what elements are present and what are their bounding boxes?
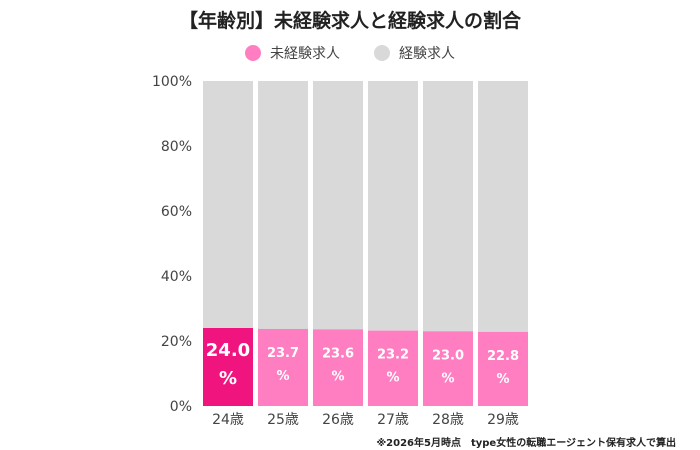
x-tick-label: 27歳 — [377, 412, 409, 428]
legend-swatch-experienced — [374, 45, 390, 61]
data-label-unit: % — [386, 371, 399, 386]
bar-segment-inexperienced — [368, 330, 418, 406]
chart-title: 【年齢別】未経験求人と経験求人の割合 — [178, 10, 521, 32]
legend-item-inexperienced: 未経験求人 — [245, 43, 340, 63]
footnote: ※2026年5月時点 type女性の転職エージェント保有求人で算出 — [376, 438, 676, 449]
legend-label-inexperienced: 未経験求人 — [270, 46, 340, 62]
data-label-value: 22.8 — [487, 349, 519, 364]
y-tick-label: 80% — [161, 139, 192, 155]
bar-segment-experienced — [203, 81, 253, 328]
x-tick-label: 28歳 — [432, 412, 464, 428]
x-tick-label: 25歳 — [267, 412, 299, 428]
y-tick-label: 0% — [170, 399, 192, 415]
y-tick-label: 20% — [161, 334, 192, 350]
y-tick-label: 100% — [152, 74, 192, 90]
bar-segment-inexperienced — [423, 331, 473, 406]
legend-swatch-inexperienced — [245, 45, 261, 61]
legend-item-experienced: 経験求人 — [374, 43, 455, 63]
bar-segment-experienced — [313, 81, 363, 330]
legend-label-experienced: 経験求人 — [399, 46, 455, 62]
data-label-value: 23.6 — [322, 346, 354, 361]
bar-segment-experienced — [368, 81, 418, 331]
data-label-unit: % — [331, 369, 344, 384]
data-label-unit: % — [276, 369, 289, 384]
bar-segment-experienced — [258, 81, 308, 329]
bar-segment-experienced — [478, 81, 528, 332]
data-label-value: 24.0 — [206, 340, 250, 361]
bar-segment-inexperienced — [258, 328, 308, 406]
data-label-unit: % — [496, 372, 509, 387]
x-tick-label: 29歳 — [487, 412, 519, 428]
y-tick-label: 60% — [161, 204, 192, 220]
data-label-value: 23.2 — [377, 348, 409, 363]
bar-segment-inexperienced — [313, 329, 363, 406]
bar-segment-inexperienced-highlight — [203, 328, 253, 406]
bar-segment-experienced — [423, 81, 473, 332]
data-label-value: 23.0 — [432, 348, 464, 363]
data-label-value: 23.7 — [267, 346, 299, 361]
y-tick-label: 40% — [161, 269, 192, 285]
x-tick-label: 26歳 — [322, 412, 354, 428]
legend: 未経験求人 経験求人 — [0, 43, 700, 63]
data-label-unit: % — [441, 371, 454, 386]
data-label-unit: % — [219, 368, 237, 389]
x-tick-label: 24歳 — [212, 412, 244, 428]
bar-segment-inexperienced — [478, 331, 528, 406]
